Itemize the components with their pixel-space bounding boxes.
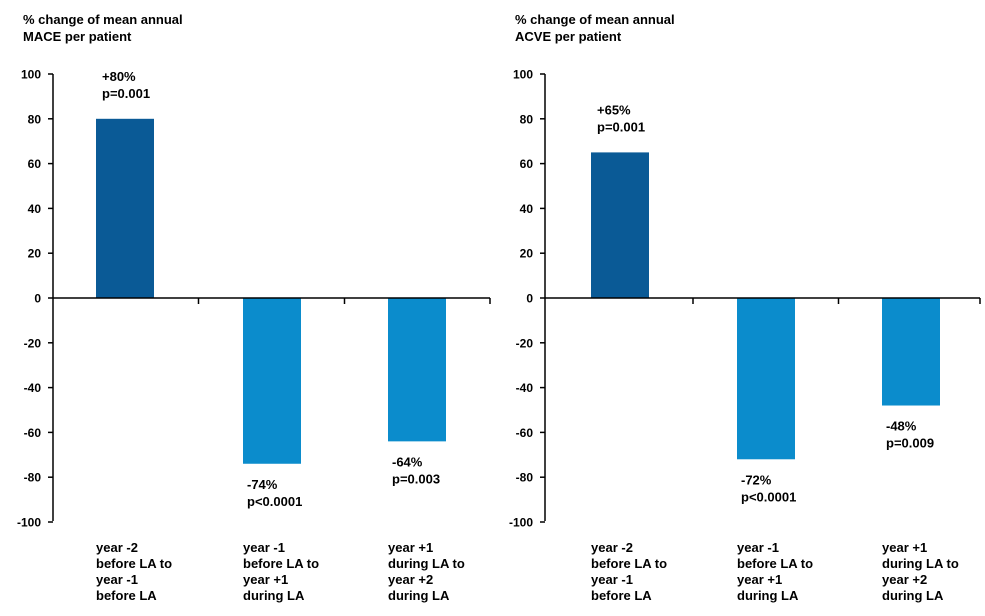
- chart-panel-1: % change of mean annual MACE per patient 1…: [17, 12, 491, 603]
- chart-title-line: % change of mean annual: [515, 12, 675, 27]
- category-label-line: during LA: [882, 588, 944, 603]
- category-label-line: year +1: [243, 572, 288, 587]
- category-label-line: year +2: [388, 572, 433, 587]
- category-label: year -2 before LA to year -1 before LA: [591, 540, 667, 603]
- bar: [591, 152, 649, 298]
- data-label-line: -74%: [247, 477, 278, 492]
- category-label: year -2 before LA to year -1 before LA: [96, 540, 172, 603]
- bar: [737, 298, 795, 460]
- y-tick-label: -40: [516, 381, 534, 395]
- bar: [882, 298, 940, 406]
- chart-title: % change of mean annual MACE per patient: [23, 12, 183, 44]
- category-label-line: before LA to: [243, 556, 319, 571]
- data-label-line: p<0.0001: [741, 489, 796, 504]
- category-label-line: year -1: [243, 540, 285, 555]
- category-label-line: before LA to: [737, 556, 813, 571]
- y-tick-label: 0: [526, 292, 533, 306]
- data-label: +80% p=0.001: [102, 69, 150, 101]
- data-label-line: -64%: [392, 454, 423, 469]
- y-tick-label: 80: [520, 112, 534, 126]
- y-tick-label: -100: [17, 516, 41, 530]
- category-label-line: year -2: [591, 540, 633, 555]
- data-label-line: p=0.003: [392, 471, 440, 486]
- category-label: year -1 before LA to year +1 during LA: [243, 540, 319, 603]
- y-tick-label: -20: [516, 336, 534, 350]
- y-tick-label: -80: [24, 471, 42, 485]
- data-label: -48% p=0.009: [886, 419, 934, 451]
- data-label: -64% p=0.003: [392, 454, 440, 486]
- category-label-line: year -2: [96, 540, 138, 555]
- category-label-line: year +1: [388, 540, 433, 555]
- category-label-line: year +1: [737, 572, 782, 587]
- data-label-line: +65%: [597, 102, 631, 117]
- chart-title-line: MACE per patient: [23, 29, 132, 44]
- chart-title-line: ACVE per patient: [515, 29, 622, 44]
- category-label-line: during LA: [737, 588, 799, 603]
- y-tick-label: 20: [520, 247, 534, 261]
- data-label-line: p=0.009: [886, 436, 934, 451]
- chart-title: % change of mean annual ACVE per patient: [515, 12, 675, 44]
- y-tick-label: 40: [520, 202, 534, 216]
- category-label-line: during LA: [243, 588, 305, 603]
- category-label: year -1 before LA to year +1 during LA: [737, 540, 813, 603]
- data-label-line: p<0.0001: [247, 494, 302, 509]
- category-label: year +1 during LA to year +2 during LA: [882, 540, 959, 603]
- y-tick-label: -60: [516, 426, 534, 440]
- chart-panel-2: % change of mean annual ACVE per patient 1…: [509, 12, 981, 603]
- category-label-line: year +2: [882, 572, 927, 587]
- category-label-line: year -1: [591, 572, 633, 587]
- data-label-line: -48%: [886, 419, 917, 434]
- bar: [243, 298, 301, 464]
- bar: [96, 118, 154, 298]
- y-tick-label: -60: [24, 426, 42, 440]
- category-label-line: before LA to: [591, 556, 667, 571]
- y-tick-label: -40: [24, 381, 42, 395]
- y-tick-label: -20: [24, 336, 42, 350]
- y-tick-label: 80: [28, 112, 42, 126]
- chart-title-line: % change of mean annual: [23, 12, 183, 27]
- data-label: +65% p=0.001: [597, 102, 645, 134]
- category-label-line: during LA to: [388, 556, 465, 571]
- category-label-line: during LA to: [882, 556, 959, 571]
- y-tick-label: -100: [509, 516, 533, 530]
- category-label-line: during LA: [388, 588, 450, 603]
- bar: [388, 298, 446, 442]
- data-label: -72% p<0.0001: [741, 472, 796, 504]
- data-label-line: +80%: [102, 69, 136, 84]
- y-tick-label: 100: [513, 68, 533, 82]
- category-label-line: year -1: [737, 540, 779, 555]
- category-label-line: before LA: [591, 588, 652, 603]
- data-label-line: p=0.001: [597, 119, 645, 134]
- data-label-line: p=0.001: [102, 86, 150, 101]
- category-label-line: year -1: [96, 572, 138, 587]
- category-label: year +1 during LA to year +2 during LA: [388, 540, 465, 603]
- data-label-line: -72%: [741, 472, 772, 487]
- y-tick-label: 60: [520, 157, 534, 171]
- y-tick-label: -80: [516, 471, 534, 485]
- category-label-line: before LA to: [96, 556, 172, 571]
- y-tick-label: 40: [28, 202, 42, 216]
- category-label-line: before LA: [96, 588, 157, 603]
- data-label: -74% p<0.0001: [247, 477, 302, 509]
- y-tick-label: 20: [28, 247, 42, 261]
- category-label-line: year +1: [882, 540, 927, 555]
- y-tick-label: 100: [21, 68, 41, 82]
- y-tick-label: 0: [34, 292, 41, 306]
- y-tick-label: 60: [28, 157, 42, 171]
